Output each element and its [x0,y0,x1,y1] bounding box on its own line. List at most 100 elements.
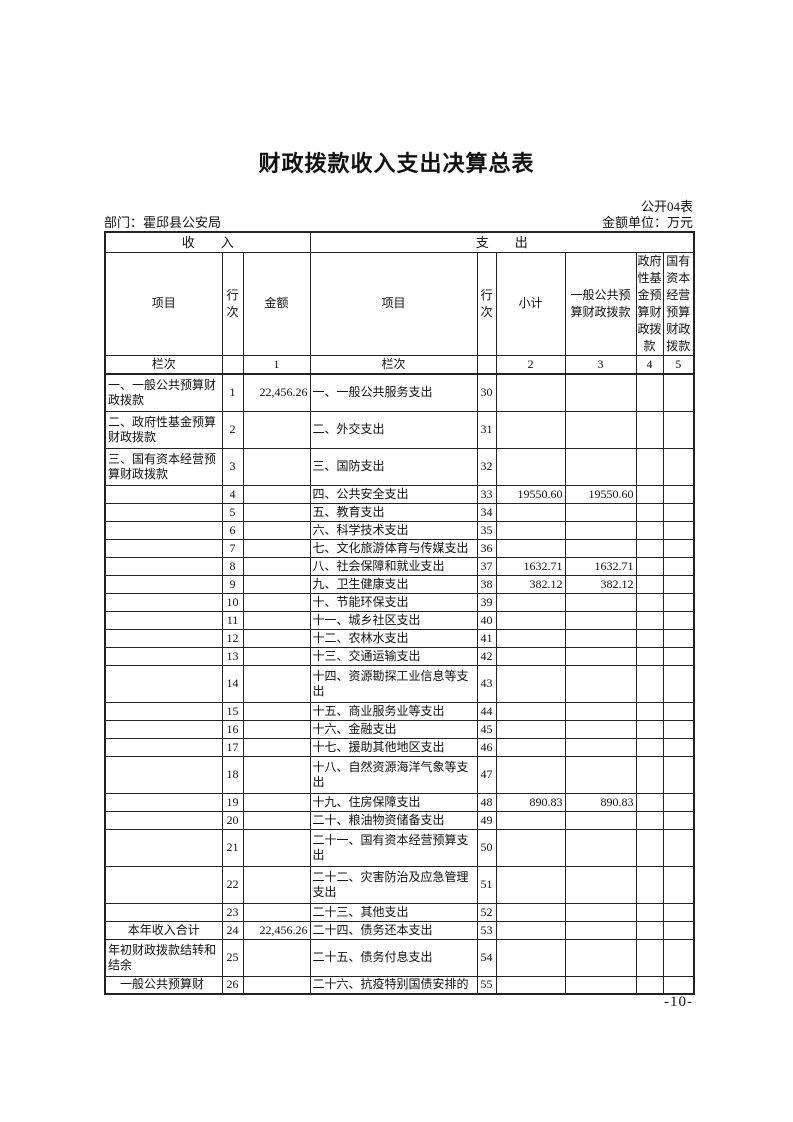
cell-fund [635,737,664,757]
cell-fund [635,865,664,904]
cell-capital [662,520,695,540]
table-row: 8 八、社会保障和就业支出 37 1632.71 1632.71 [104,556,695,576]
cell-income-amount [242,865,311,904]
cell-capital [662,975,695,995]
cell-income-amount [242,737,311,757]
cell-exp-item: 十三、交通运输支出 [309,646,478,666]
cell-fund [635,410,664,449]
cell-capital [662,938,695,977]
header-subtotal: 小计 [495,251,566,356]
cell-exp-line: 40 [476,610,497,630]
cell-general: 1632.71 [564,556,637,576]
cell-exp-line: 32 [476,447,497,486]
cell-capital [662,447,695,486]
header-income-item: 项目 [104,251,223,356]
cell-income-amount [242,646,311,666]
cell-income-line: 23 [221,902,244,922]
cell-income-amount [242,810,311,830]
cell-income-amount [242,755,311,794]
cell-income-item [104,646,223,666]
cell-general [564,628,637,648]
cell-income-item [104,520,223,540]
cell-exp-item: 二十二、灾害防治及应急管理支出 [309,865,478,904]
cell-subtotal [495,719,566,739]
cell-exp-line: 55 [476,975,497,995]
cell-subtotal [495,592,566,612]
cell-general [564,755,637,794]
cell-general [564,373,637,412]
cell-general [564,502,637,522]
cell-exp-item: 五、教育支出 [309,502,478,522]
cell-subtotal [495,920,566,940]
cell-capital [662,592,695,612]
table-row: 6 六、科学技术支出 35 [104,520,695,540]
page-number: -10- [664,994,693,1010]
table-row: 22 二十二、灾害防治及应急管理支出 51 [104,865,695,904]
cell-exp-item: 九、卫生健康支出 [309,574,478,594]
table-row: 15 十五、商业服务业等支出 44 [104,701,695,721]
cell-capital [662,410,695,449]
cell-general: 19550.60 [564,484,637,504]
cell-fund [635,628,664,648]
cell-income-amount [242,828,311,867]
cell-exp-item: 十、节能环保支出 [309,592,478,612]
index-income-item: 栏次 [104,354,223,375]
cell-subtotal [495,828,566,867]
section-header-row: 收 入 支 出 [104,231,695,253]
header-exp-item: 项目 [309,251,478,356]
cell-income-line: 1 [221,373,244,412]
cell-general [564,447,637,486]
cell-income-amount [242,520,311,540]
cell-fund [635,520,664,540]
cell-exp-item: 八、社会保障和就业支出 [309,556,478,576]
index-capital: 5 [662,354,695,375]
cell-income-line: 17 [221,737,244,757]
cell-exp-item: 十四、资源勘探工业信息等支出 [309,664,478,703]
cell-income-line: 24 [221,920,244,940]
cell-income-item [104,737,223,757]
cell-capital [662,810,695,830]
index-subtotal: 2 [495,354,566,375]
cell-fund [635,447,664,486]
cell-exp-item: 十五、商业服务业等支出 [309,701,478,721]
cell-fund [635,592,664,612]
table-row: 二、政府性基金预算财政拨款 2 二、外交支出 31 [104,410,695,449]
cell-exp-line: 33 [476,484,497,504]
cell-exp-line: 37 [476,556,497,576]
cell-general [564,719,637,739]
cell-income-line: 20 [221,810,244,830]
cell-exp-line: 38 [476,574,497,594]
cell-general [564,646,637,666]
cell-income-amount [242,592,311,612]
table-row: 23 二十三、其他支出 52 [104,902,695,922]
cell-capital [662,646,695,666]
cell-capital [662,792,695,812]
cell-subtotal [495,865,566,904]
cell-capital [662,719,695,739]
cell-fund [635,755,664,794]
cell-capital [662,610,695,630]
cell-subtotal [495,664,566,703]
cell-income-item: 年初财政拨款结转和结余 [104,938,223,977]
cell-income-item [104,865,223,904]
index-exp-item: 栏次 [309,354,478,375]
cell-general: 382.12 [564,574,637,594]
cell-exp-item: 二十、粮油物资储备支出 [309,810,478,830]
cell-income-item [104,810,223,830]
table-row: 20 二十、粮油物资储备支出 49 [104,810,695,830]
table-row: 19 十九、住房保障支出 48 890.83 890.83 [104,792,695,812]
cell-income-amount [242,410,311,449]
meta-row: 部门：霍邱县公安局 金额单位：万元 [104,212,693,231]
cell-exp-line: 50 [476,828,497,867]
cell-income-item [104,574,223,594]
cell-capital [662,574,695,594]
cell-income-line: 18 [221,755,244,794]
cell-subtotal [495,410,566,449]
header-exp-line: 行次 [476,251,497,356]
cell-income-item [104,701,223,721]
department-label: 部门：霍邱县公安局 [104,215,222,230]
cell-subtotal [495,538,566,558]
cell-exp-item: 十一、城乡社区支出 [309,610,478,630]
cell-fund [635,828,664,867]
cell-income-line: 25 [221,938,244,977]
